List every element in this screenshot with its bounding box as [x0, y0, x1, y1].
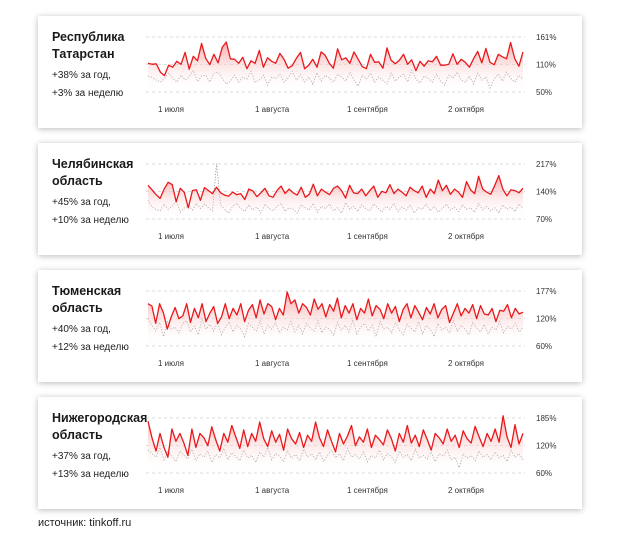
y-tick-label: 60% — [536, 469, 552, 478]
series-line-current — [147, 291, 524, 330]
region-title: Нижегородская область — [52, 411, 148, 442]
y-tick-label: 140% — [536, 188, 556, 197]
x-tick-label: 1 июля — [158, 105, 184, 114]
x-tick-label: 1 августа — [255, 359, 290, 368]
series-area — [148, 42, 523, 92]
y-tick-label: 110% — [536, 61, 556, 70]
week-growth: +12% за неделю — [52, 342, 129, 353]
x-tick-label: 1 июля — [158, 486, 184, 495]
line-chart: 161% 110% 50% 1 июля 1 августа 1 сентября 2 ок… — [146, 33, 556, 114]
chart-card-tatarstan: Республика Татарстан +38% за год, +3% за… — [38, 16, 582, 128]
line-chart: 177% 120% 60% 1 июля 1 августа 1 сентября 2 ок… — [146, 287, 556, 368]
y-tick-label: 120% — [536, 315, 556, 324]
line-chart: 217% 140% 70% 1 июля 1 августа 1 сентября 2 ок… — [146, 160, 556, 241]
x-tick-label: 2 октября — [448, 486, 484, 495]
series-line-current — [147, 415, 524, 458]
x-tick-label: 2 октября — [448, 232, 484, 241]
region-title: Тюменская область — [52, 284, 122, 315]
week-growth: +3% за неделю — [52, 88, 124, 99]
week-growth: +10% за неделю — [52, 215, 129, 226]
series-line-current — [147, 174, 524, 209]
year-growth: +38% за год, — [52, 70, 111, 81]
series-area — [148, 175, 523, 219]
y-tick-label: 217% — [536, 160, 556, 169]
chart-card-chelyabinsk: Челябинская область +45% за год, +10% за… — [38, 143, 582, 255]
x-tick-label: 1 июля — [158, 232, 184, 241]
x-tick-label: 1 августа — [255, 232, 290, 241]
y-tick-label: 60% — [536, 342, 552, 351]
x-tick-label: 2 октября — [448, 359, 484, 368]
y-tick-label: 70% — [536, 215, 552, 224]
week-growth: +13% за неделю — [52, 469, 129, 480]
y-tick-label: 185% — [536, 414, 556, 423]
y-tick-label: 161% — [536, 33, 556, 42]
year-growth: +37% за год, — [52, 451, 111, 462]
series-area — [148, 291, 523, 346]
y-tick-label: 120% — [536, 442, 556, 451]
year-growth: +40% за год, — [52, 324, 111, 335]
year-growth: +45% за год, — [52, 197, 111, 208]
x-tick-label: 1 сентября — [347, 359, 388, 368]
x-tick-label: 1 августа — [255, 105, 290, 114]
x-tick-label: 1 августа — [255, 486, 290, 495]
series-area — [148, 415, 523, 473]
line-chart: 185% 120% 60% 1 июля 1 августа 1 сентября 2 ок… — [146, 414, 556, 495]
x-tick-label: 2 октября — [448, 105, 484, 114]
chart-card-tyumen: Тюменская область +40% за год, +12% за н… — [38, 270, 582, 382]
y-tick-label: 50% — [536, 88, 552, 97]
x-tick-label: 1 сентября — [347, 232, 388, 241]
x-tick-label: 1 сентября — [347, 105, 388, 114]
y-tick-label: 177% — [536, 287, 556, 296]
series-line-current — [147, 41, 524, 77]
x-tick-label: 1 июля — [158, 359, 184, 368]
region-title: Челябинская область — [52, 157, 134, 188]
source-caption: источник: tinkoff.ru — [38, 517, 132, 529]
x-tick-label: 1 сентября — [347, 486, 388, 495]
chart-card-nizhny-novgorod: Нижегородская область +37% за год, +13% … — [38, 397, 582, 509]
region-title: Республика Татарстан — [52, 30, 125, 61]
